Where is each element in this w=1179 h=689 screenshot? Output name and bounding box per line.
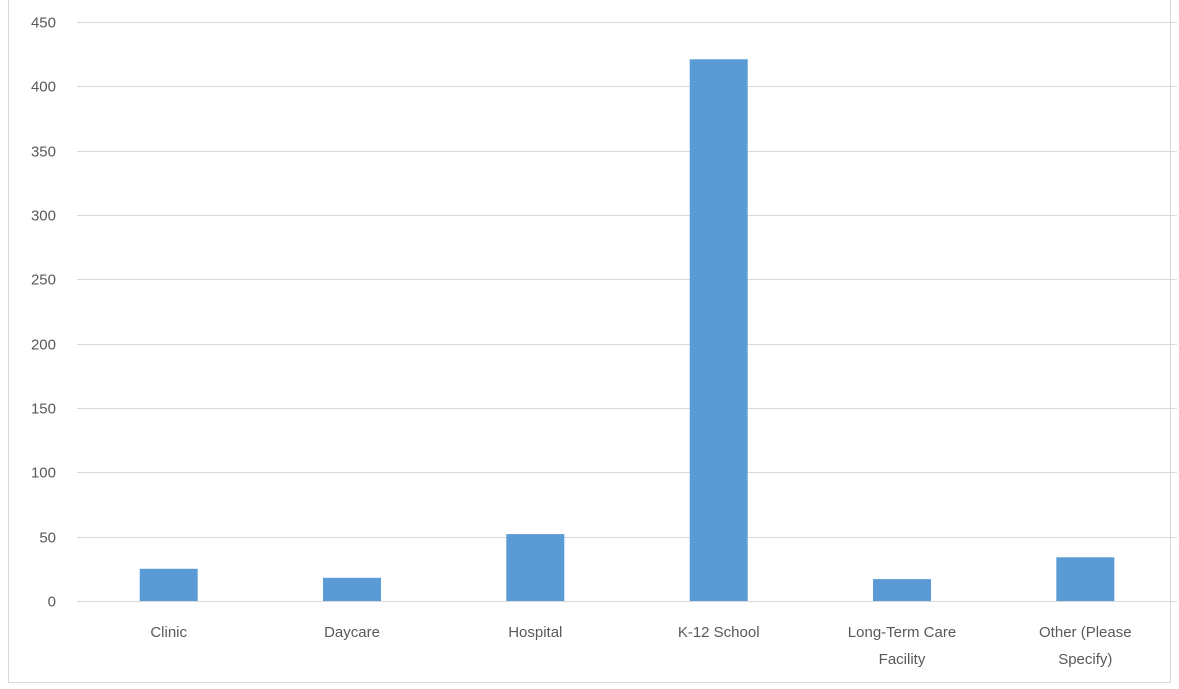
x-axis-category-labels: Clinic Daycare Hospital K-12 School Long-Ter… xyxy=(150,624,1131,668)
y-tick-label: 0 xyxy=(48,594,56,611)
bar-clinic xyxy=(139,568,198,601)
x-category-label: Hospital xyxy=(508,624,562,641)
y-axis-tick-labels: 0 50 100 150 200 250 300 350 400 450 xyxy=(31,15,56,611)
x-category-label-line: Clinic xyxy=(150,624,187,641)
bar-k-12-school xyxy=(689,59,748,602)
x-category-label-line: K-12 School xyxy=(678,624,760,641)
x-category-label: Clinic xyxy=(150,624,187,641)
x-category-label: K-12 School xyxy=(678,624,760,641)
y-tick-label: 100 xyxy=(31,465,56,482)
x-category-label: Other (Please Specify) xyxy=(1039,624,1132,668)
bar-long-term-care-facility xyxy=(873,579,931,601)
y-tick-label: 200 xyxy=(31,337,56,354)
x-category-label: Long-Term Care Facility xyxy=(848,624,956,668)
chart-frame xyxy=(8,0,1171,683)
y-tick-label: 450 xyxy=(31,15,56,32)
x-category-label-line: Other (Please xyxy=(1039,624,1132,641)
y-tick-label: 300 xyxy=(31,208,56,225)
bar-hospital xyxy=(506,534,565,601)
bar-other-please-specify xyxy=(1056,557,1115,601)
y-tick-label: 350 xyxy=(31,144,56,161)
x-category-label-line: Hospital xyxy=(508,624,562,641)
y-tick-label: 400 xyxy=(31,79,56,96)
x-category-label-line: Daycare xyxy=(324,624,380,641)
x-category-label: Daycare xyxy=(324,624,380,641)
x-category-label-line: Long-Term Care xyxy=(848,624,956,641)
x-category-label-line: Facility xyxy=(879,651,926,668)
gridlines xyxy=(77,22,1177,538)
y-tick-label: 50 xyxy=(39,530,56,547)
bars xyxy=(139,59,1115,602)
x-category-label-line: Specify) xyxy=(1058,651,1112,668)
y-tick-label: 150 xyxy=(31,401,56,418)
y-tick-label: 250 xyxy=(31,272,56,289)
bar-daycare xyxy=(323,577,381,601)
